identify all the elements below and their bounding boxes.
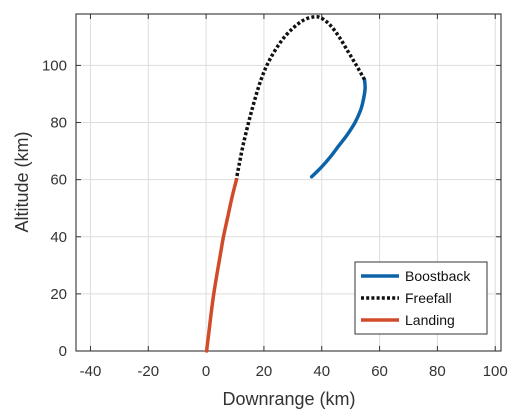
x-tick-label: 60 [371, 363, 388, 380]
x-axis-label: Downrange (km) [222, 389, 355, 409]
x-tick-label: 20 [256, 363, 273, 380]
legend: Boostback Freefall Landing [354, 261, 488, 335]
series-line-freefall [234, 15, 367, 180]
y-tick-label: 80 [50, 115, 67, 132]
grid-layer [76, 14, 501, 352]
series-layer [204, 15, 367, 353]
y-tick-label: 0 [59, 343, 67, 360]
y-tick-label: 20 [50, 286, 67, 303]
x-tick-label: -40 [80, 363, 102, 380]
x-tick-label: -20 [137, 363, 159, 380]
y-tick-label: 100 [42, 57, 67, 74]
plot-frame [75, 13, 502, 352]
y-axis-label: Altitude (km) [12, 131, 32, 232]
x-tick-label: 0 [202, 363, 210, 380]
x-tick-label: 40 [313, 363, 330, 380]
legend-label-landing: Landing [405, 312, 455, 328]
x-tick-label: 80 [429, 363, 446, 380]
legend-label-freefall: Freefall [405, 290, 452, 306]
legend-label-boostback: Boostback [405, 268, 471, 284]
y-tick-label: 40 [50, 229, 67, 246]
series-line-boostback [309, 77, 367, 179]
x-tick-label: 100 [483, 363, 508, 380]
y-tick-label: 60 [50, 172, 67, 189]
series-line-landing [204, 177, 239, 353]
